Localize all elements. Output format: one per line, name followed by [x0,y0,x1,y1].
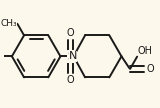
Text: OH: OH [138,46,153,56]
Text: S: S [67,50,74,63]
Text: CH₃: CH₃ [1,19,17,28]
Text: O: O [146,64,154,74]
Text: N: N [69,51,77,61]
Text: O: O [67,28,74,38]
Text: O: O [67,75,74,85]
